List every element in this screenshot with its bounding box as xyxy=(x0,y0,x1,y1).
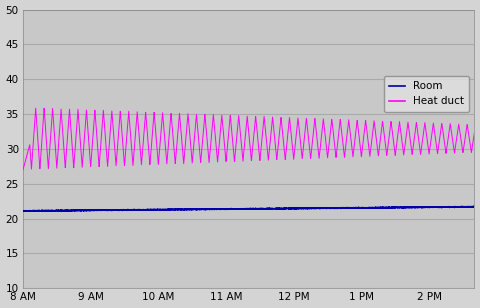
Legend: Room, Heat duct: Room, Heat duct xyxy=(384,76,469,112)
